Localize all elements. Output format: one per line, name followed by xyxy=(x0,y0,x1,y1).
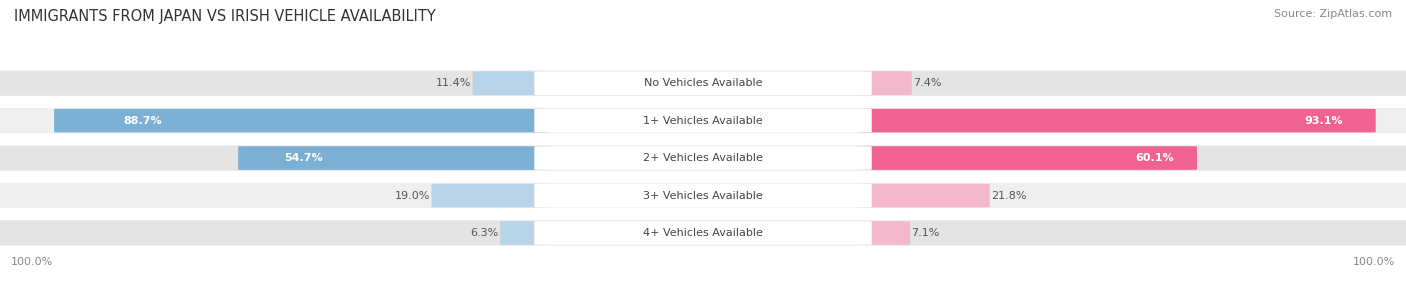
FancyBboxPatch shape xyxy=(55,109,548,132)
FancyBboxPatch shape xyxy=(472,72,548,95)
Text: 60.1%: 60.1% xyxy=(1135,153,1174,163)
FancyBboxPatch shape xyxy=(858,221,910,245)
Text: 1+ Vehicles Available: 1+ Vehicles Available xyxy=(643,116,763,126)
Text: 2+ Vehicles Available: 2+ Vehicles Available xyxy=(643,153,763,163)
Text: No Vehicles Available: No Vehicles Available xyxy=(644,78,762,88)
Text: Source: ZipAtlas.com: Source: ZipAtlas.com xyxy=(1274,9,1392,19)
FancyBboxPatch shape xyxy=(858,146,1197,170)
FancyBboxPatch shape xyxy=(0,69,1406,97)
FancyBboxPatch shape xyxy=(432,184,548,207)
Text: 54.7%: 54.7% xyxy=(284,153,322,163)
Text: 93.1%: 93.1% xyxy=(1305,116,1344,126)
Text: 100.0%: 100.0% xyxy=(1353,257,1395,267)
FancyBboxPatch shape xyxy=(858,72,911,95)
FancyBboxPatch shape xyxy=(0,219,1406,247)
Text: 100.0%: 100.0% xyxy=(11,257,53,267)
FancyBboxPatch shape xyxy=(534,146,872,170)
FancyBboxPatch shape xyxy=(858,109,1375,132)
Text: 7.4%: 7.4% xyxy=(912,78,942,88)
Text: 88.7%: 88.7% xyxy=(124,116,162,126)
Text: 7.1%: 7.1% xyxy=(911,228,941,238)
FancyBboxPatch shape xyxy=(534,221,872,245)
FancyBboxPatch shape xyxy=(858,184,990,207)
FancyBboxPatch shape xyxy=(0,144,1406,172)
Text: 6.3%: 6.3% xyxy=(471,228,499,238)
Text: 21.8%: 21.8% xyxy=(991,190,1026,200)
FancyBboxPatch shape xyxy=(534,72,872,95)
Text: 19.0%: 19.0% xyxy=(395,190,430,200)
Text: IMMIGRANTS FROM JAPAN VS IRISH VEHICLE AVAILABILITY: IMMIGRANTS FROM JAPAN VS IRISH VEHICLE A… xyxy=(14,9,436,23)
Text: 3+ Vehicles Available: 3+ Vehicles Available xyxy=(643,190,763,200)
FancyBboxPatch shape xyxy=(238,146,548,170)
FancyBboxPatch shape xyxy=(501,221,548,245)
FancyBboxPatch shape xyxy=(534,184,872,207)
Text: 11.4%: 11.4% xyxy=(436,78,471,88)
FancyBboxPatch shape xyxy=(0,182,1406,210)
FancyBboxPatch shape xyxy=(534,109,872,132)
FancyBboxPatch shape xyxy=(0,107,1406,135)
Text: 4+ Vehicles Available: 4+ Vehicles Available xyxy=(643,228,763,238)
